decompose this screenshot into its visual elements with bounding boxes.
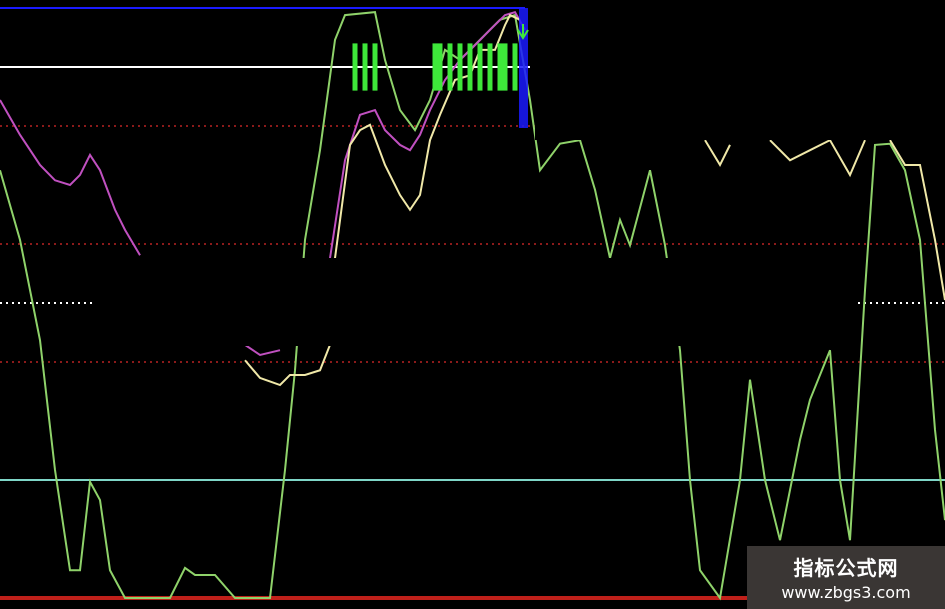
series-2-line: [769, 138, 866, 178]
signal-marker: [519, 8, 528, 128]
signal-bar: [372, 43, 378, 91]
watermark: 指标公式网 www.zbgs3.com: [747, 546, 945, 609]
signal-bar: [437, 43, 443, 91]
series-2-line: [244, 344, 331, 387]
signal-bar: [352, 43, 358, 91]
series-1-line: [244, 344, 281, 356]
series-1-line: [0, 99, 141, 256]
signal-bar: [512, 43, 518, 91]
signal-bar: [467, 43, 473, 91]
arrow-down-icon: [517, 24, 529, 40]
signal-bar: [362, 43, 368, 91]
signal-bar: [432, 43, 438, 91]
series-2-line: [889, 139, 945, 301]
series-2-line: [334, 13, 521, 259]
signal-bar: [497, 43, 503, 91]
watermark-title: 指标公式网: [793, 556, 899, 580]
signal-bar: [477, 43, 483, 91]
signal-bar: [447, 43, 453, 91]
mask-region: [95, 258, 855, 346]
mask-region: [535, 0, 945, 140]
series-1-line: [329, 10, 526, 259]
signal-bar: [502, 43, 508, 91]
series-2-line: [704, 139, 731, 168]
series-0-line: [0, 11, 945, 601]
signal-bar: [487, 43, 493, 91]
watermark-url: www.zbgs3.com: [781, 583, 911, 602]
signal-bar: [457, 43, 463, 91]
